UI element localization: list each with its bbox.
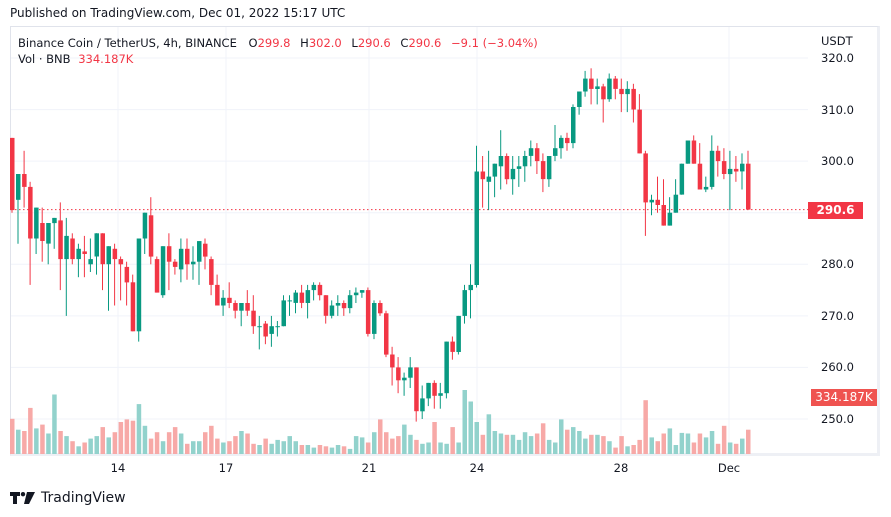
close-label: C — [400, 36, 409, 50]
volume-value: 334.187K — [78, 52, 134, 66]
legend-volume-row: Vol · BNB 334.187K — [18, 51, 538, 67]
published-caption: Published on TradingView.com, Dec 01, 20… — [10, 6, 346, 20]
x-tick-21: 21 — [361, 461, 377, 475]
y-tick-300: 300.0 — [821, 154, 854, 168]
x-tick-14: 14 — [110, 461, 126, 475]
grid-lines — [11, 27, 808, 454]
currency-label: USDT — [821, 34, 853, 48]
legend-ohlc-row: Binance Coin / TetherUS, 4h, BINANCE O29… — [18, 35, 538, 51]
low-label: L — [351, 36, 358, 50]
open-label: O — [248, 36, 258, 50]
chart-legend: Binance Coin / TetherUS, 4h, BINANCE O29… — [18, 35, 538, 67]
chart-frame — [10, 26, 880, 456]
y-tick-250: 250.0 — [821, 412, 854, 426]
y-tick-310: 310.0 — [821, 103, 854, 117]
x-tick-dec: Dec — [717, 461, 741, 475]
x-tick-24: 24 — [469, 461, 485, 475]
y-tick-260: 260.0 — [821, 360, 854, 374]
volume-tag: 334.187K — [811, 389, 877, 406]
y-tick-280: 280.0 — [821, 257, 854, 271]
y-tick-320: 320.0 — [821, 51, 854, 65]
x-tick-28: 28 — [613, 461, 629, 475]
open-value: 299.8 — [257, 36, 291, 50]
volume-bars — [10, 390, 751, 454]
symbol-title[interactable]: Binance Coin / TetherUS, 4h, BINANCE — [18, 36, 237, 50]
high-label: H — [300, 36, 309, 50]
brand-name: TradingView — [41, 490, 126, 506]
low-value: 290.6 — [357, 36, 391, 50]
last-price-tag: 290.6 — [808, 202, 863, 219]
volume-label[interactable]: Vol · BNB — [18, 52, 71, 66]
high-value: 302.0 — [308, 36, 342, 50]
tradingview-logo[interactable]: TradingView — [10, 490, 126, 506]
x-tick-17: 17 — [218, 461, 234, 475]
close-value: 290.6 — [408, 36, 442, 50]
change-value: −9.1 (−3.04%) — [451, 36, 538, 50]
candles — [10, 68, 751, 422]
y-tick-270: 270.0 — [821, 309, 854, 323]
tradingview-logo-icon — [10, 492, 35, 504]
